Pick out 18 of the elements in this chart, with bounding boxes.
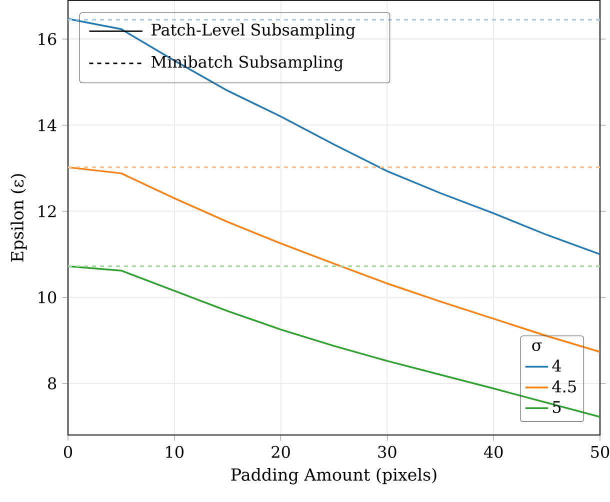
x-tick-label: 30 [378,446,396,458]
line-series [68,18,600,256]
x-tick-label: 0 [64,446,72,458]
x-axis-title: Padding Amount (pixels) [231,468,436,484]
annotation: Patch-Level Subsampling [152,23,356,40]
y-axis-title: Epsilon (ε) [10,174,27,262]
legend-label: 4 [552,360,562,372]
y-tick-label: 14 [38,119,56,132]
y-tick-label: 12 [38,205,56,218]
y-tick-label: 8 [48,377,56,390]
y-tick-label: 16 [38,33,56,46]
legend-label: 4.5 [552,380,576,393]
x-tick-label: 20 [272,446,290,458]
x-tick-label: 40 [484,446,503,458]
x-tick-label: 10 [166,446,184,458]
legend-title: σ [532,342,542,352]
x-tick-label: 50 [591,446,610,458]
y-tick-label: 10 [38,291,56,304]
